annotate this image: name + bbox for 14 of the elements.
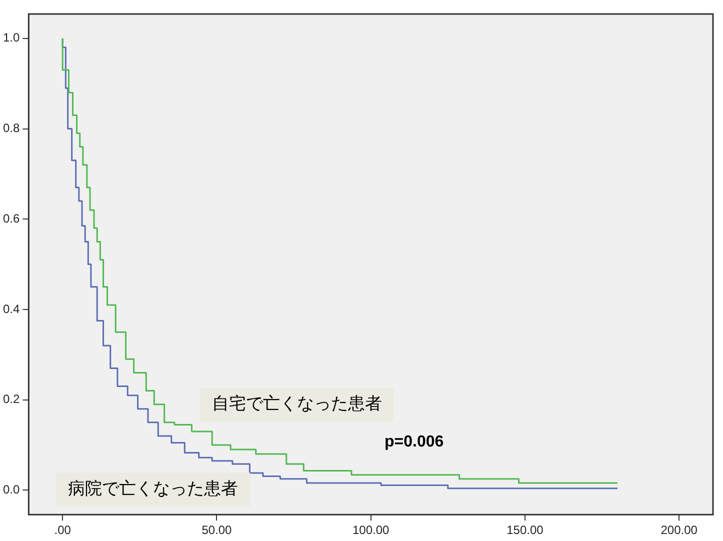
x-tick-label: 200.00: [660, 523, 698, 538]
series-label: 自宅で亡くなった患者: [212, 394, 382, 414]
y-tick-label: 0.0: [2, 482, 20, 497]
y-tick-label: 0.8: [2, 121, 20, 136]
y-tick-label: 0.4: [2, 302, 20, 316]
y-tick-label: 1.0: [2, 30, 20, 45]
series-label: 病院で亡くなった患者: [68, 478, 238, 499]
x-tick-label: 50.00: [202, 523, 232, 538]
y-tick-label: 0.6: [2, 211, 20, 226]
x-tick-label: .00: [54, 523, 72, 538]
y-tick-label: 0.2: [2, 392, 20, 406]
x-tick-label: 150.00: [506, 523, 544, 538]
annotation: p=0.006: [384, 433, 444, 450]
x-tick-label: 100.00: [352, 523, 390, 538]
